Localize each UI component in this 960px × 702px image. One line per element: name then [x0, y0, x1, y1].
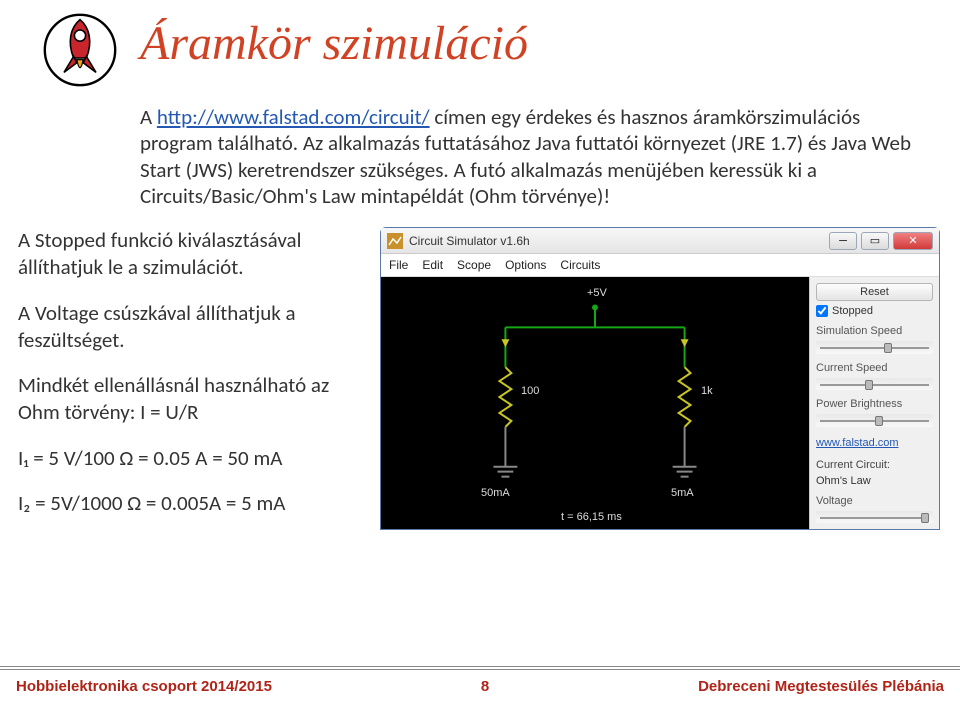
falstad-link[interactable]: http://www.falstad.com/circuit/: [157, 104, 430, 130]
simulator-window: Circuit Simulator v1.6h ─ ▭ ✕ File Edit …: [380, 227, 940, 530]
current-circuit-name: Ohm's Law: [816, 475, 933, 487]
power-label: Power Brightness: [816, 398, 933, 410]
falstad-sidebar-link[interactable]: www.falstad.com: [816, 437, 933, 449]
label-i1: 50mA: [481, 487, 510, 499]
stopped-checkbox-row[interactable]: Stopped: [816, 305, 933, 317]
footer-page-number: 8: [272, 678, 698, 695]
close-button[interactable]: ✕: [893, 232, 933, 250]
label-i2: 5mA: [671, 487, 694, 499]
power-slider[interactable]: [816, 414, 933, 427]
label-voltage-top: +5V: [587, 287, 607, 299]
simspeed-slider[interactable]: [816, 341, 933, 354]
menu-scope[interactable]: Scope: [457, 258, 491, 272]
left-p5: I₂ = 5V/1000 Ω = 0.005A = 5 mA: [18, 490, 364, 517]
left-p2: A Voltage csúszkával állíthatjuk a feszü…: [18, 300, 364, 355]
left-column: A Stopped funkció kiválasztásával állíth…: [18, 227, 364, 535]
stopped-checkbox[interactable]: [816, 305, 828, 317]
voltage-slider[interactable]: [816, 511, 933, 524]
label-r1: 100: [521, 385, 539, 397]
simspeed-label: Simulation Speed: [816, 325, 933, 337]
window-title: Circuit Simulator v1.6h: [409, 234, 829, 248]
footer-left: Hobbielektronika csoport 2014/2015: [16, 678, 272, 695]
label-r2: 1k: [701, 385, 713, 397]
voltage-label: Voltage: [816, 495, 933, 507]
left-p1: A Stopped funkció kiválasztásával állíth…: [18, 227, 364, 282]
reset-button[interactable]: Reset: [816, 283, 933, 301]
curspeed-label: Current Speed: [816, 362, 933, 374]
menu-bar: File Edit Scope Options Circuits: [381, 254, 939, 277]
footer-right: Debreceni Megtestesülés Plébánia: [698, 678, 944, 695]
intro-paragraph: A http://www.falstad.com/circuit/ címen …: [0, 90, 960, 209]
menu-file[interactable]: File: [389, 258, 408, 272]
left-p3: Mindkét ellenállásnál használható az Ohm…: [18, 372, 364, 427]
menu-options[interactable]: Options: [505, 258, 546, 272]
menu-circuits[interactable]: Circuits: [560, 258, 600, 272]
app-icon: [387, 233, 403, 249]
slide-footer: Hobbielektronika csoport 2014/2015 8 Deb…: [0, 666, 960, 702]
menu-edit[interactable]: Edit: [422, 258, 443, 272]
curspeed-slider[interactable]: [816, 378, 933, 391]
sim-sidebar: Reset Stopped Simulation Speed Current S…: [809, 277, 939, 529]
circuit-svg: [381, 277, 809, 529]
label-time: t = 66,15 ms: [561, 511, 622, 523]
stopped-label: Stopped: [832, 305, 873, 317]
intro-prefix: A: [140, 104, 157, 130]
window-titlebar: Circuit Simulator v1.6h ─ ▭ ✕: [381, 228, 939, 254]
current-circuit-label: Current Circuit:: [816, 459, 933, 471]
left-p4: I₁ = 5 V/100 Ω = 0.05 A = 50 mA: [18, 445, 364, 472]
maximize-button[interactable]: ▭: [861, 232, 889, 250]
circuit-canvas[interactable]: +5V 100 1k 50mA 5mA t = 66,15 ms: [381, 277, 809, 529]
rocket-icon: [40, 10, 120, 90]
minimize-button[interactable]: ─: [829, 232, 857, 250]
page-title: Áramkör szimuláció: [140, 16, 528, 71]
